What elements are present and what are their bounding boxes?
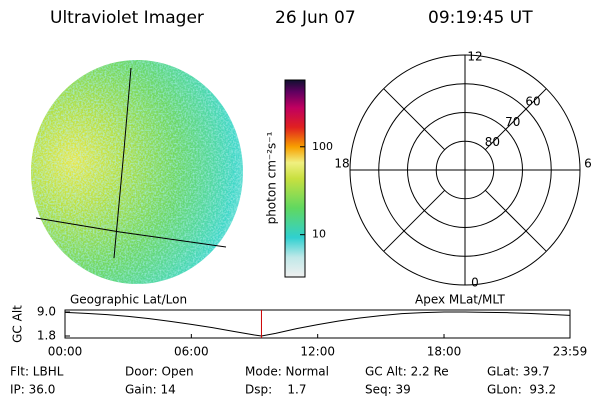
color-bar-tick-label: 10 [312, 228, 326, 241]
color-bar [285, 80, 305, 277]
mlt-label: 0 [471, 276, 479, 290]
status-field: Flt: LBHL [10, 365, 64, 379]
mlt-label: 18 [334, 157, 349, 171]
polar-spoke [383, 88, 446, 151]
status-field: Mode: Normal [245, 365, 329, 379]
title: Ultraviolet Imager [50, 8, 204, 28]
status-field: Gain: 14 [125, 383, 176, 397]
y-tick-label: 1.8 [37, 329, 56, 343]
image-grid-line [113, 67, 132, 259]
image-grid-line [35, 217, 227, 248]
polar-spoke [484, 88, 547, 151]
polar-spoke [484, 189, 547, 252]
color-bar-tick-label: 100 [312, 140, 333, 153]
alt-line [64, 311, 571, 337]
time: 09:19:45 UT [428, 8, 533, 28]
status-field: IP: 36.0 [10, 383, 55, 397]
y-tick-label: 9.0 [37, 305, 56, 319]
status-field: GLat: 39.7 [487, 365, 550, 379]
annotation: Geographic Lat/Lon [70, 293, 187, 307]
x-tick-label: 06:00 [174, 345, 209, 359]
status-field: Seq: 39 [365, 383, 411, 397]
polar-spoke [383, 189, 446, 252]
color-bar-frame [284, 79, 306, 278]
alt-plot-frame [64, 309, 571, 339]
annotation: Apex MLat/MLT [415, 293, 505, 307]
mlt-label: 6 [584, 157, 592, 171]
x-tick-label: 12:00 [300, 345, 335, 359]
x-tick-label: 00:00 [48, 345, 83, 359]
y-axis-label: GC Alt [11, 305, 25, 343]
x-tick-label: 23:59 [553, 345, 588, 359]
color-bar-label: photon cm⁻²s⁻¹ [265, 131, 279, 224]
date: 26 Jun 07 [275, 8, 356, 28]
status-field: GC Alt: 2.2 Re [365, 365, 449, 379]
status-field: Door: Open [125, 365, 194, 379]
status-field: Dsp: 1.7 [245, 383, 307, 397]
x-tick-label: 18:00 [427, 345, 462, 359]
status-field: GLon: 93.2 [487, 383, 556, 397]
mlt-label: 12 [467, 50, 482, 64]
uv-image [31, 60, 243, 284]
